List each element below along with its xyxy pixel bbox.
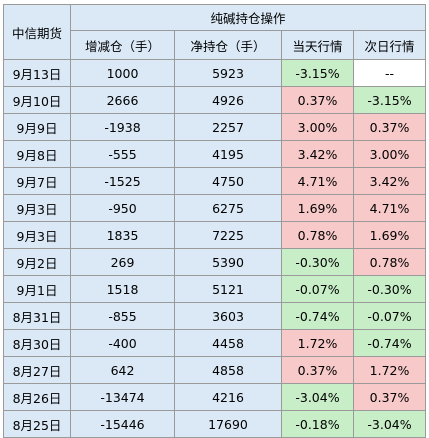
header-next[interactable]: 次日行情 xyxy=(352,30,427,60)
next-cell[interactable]: -0.07% xyxy=(352,302,427,330)
table-row: 8月30日 -400 4458 1.72% -0.74% xyxy=(3,329,427,357)
table-row: 9月3日 -950 6275 1.69% 4.71% xyxy=(3,194,427,222)
change-cell[interactable]: -950 xyxy=(70,194,175,222)
net-cell[interactable]: 5121 xyxy=(174,275,282,303)
today-cell[interactable]: -0.18% xyxy=(281,410,354,438)
net-cell[interactable]: 4458 xyxy=(174,329,282,357)
table-row: 8月26日 -13474 4216 -3.04% 0.37% xyxy=(3,383,427,411)
date-cell[interactable]: 9月3日 xyxy=(3,194,71,222)
today-cell[interactable]: -0.07% xyxy=(281,275,354,303)
next-cell[interactable]: 0.37% xyxy=(352,113,427,141)
header-net[interactable]: 净持仓（手） xyxy=(174,30,282,60)
table-row: 9月8日 -555 4195 3.42% 3.00% xyxy=(3,140,427,168)
table-title[interactable]: 纯碱持仓操作 xyxy=(69,4,427,31)
today-cell[interactable]: 0.37% xyxy=(281,86,354,114)
change-cell[interactable]: -1938 xyxy=(70,113,175,141)
next-cell[interactable]: 0.78% xyxy=(352,248,427,276)
date-cell[interactable]: 9月9日 xyxy=(3,113,71,141)
date-cell[interactable]: 8月25日 xyxy=(3,410,71,438)
table-row: 8月25日 -15446 17690 -0.18% -3.04% xyxy=(3,410,427,438)
change-cell[interactable]: 642 xyxy=(70,356,175,384)
net-cell[interactable]: 4858 xyxy=(174,356,282,384)
table-row: 8月27日 642 4858 0.37% 1.72% xyxy=(3,356,427,384)
net-cell[interactable]: 4750 xyxy=(174,167,282,195)
header-row: 增减仓（手） 净持仓（手） 当天行情 次日行情 xyxy=(4,30,427,60)
today-cell[interactable]: -3.15% xyxy=(281,59,354,87)
today-cell[interactable]: 3.00% xyxy=(281,113,354,141)
header-change[interactable]: 增减仓（手） xyxy=(70,30,175,60)
today-cell[interactable]: 0.37% xyxy=(281,356,354,384)
spreadsheet: 中信期货 纯碱持仓操作 增减仓（手） 净持仓（手） 当天行情 次日行情 9月13… xyxy=(3,4,427,438)
table-row: 8月31日 -855 3603 -0.74% -0.07% xyxy=(3,302,427,330)
change-cell[interactable]: 1000 xyxy=(70,59,175,87)
net-cell[interactable]: 3603 xyxy=(174,302,282,330)
today-cell[interactable]: 1.72% xyxy=(281,329,354,357)
position-table: 中信期货 纯碱持仓操作 增减仓（手） 净持仓（手） 当天行情 次日行情 9月13… xyxy=(3,4,427,438)
next-cell[interactable]: -0.74% xyxy=(352,329,427,357)
change-cell[interactable]: -555 xyxy=(70,140,175,168)
table-row: 9月3日 1835 7225 0.78% 1.69% xyxy=(3,221,427,249)
header-today[interactable]: 当天行情 xyxy=(281,30,354,60)
net-cell[interactable]: 7225 xyxy=(174,221,282,249)
brand-cell[interactable]: 中信期货 xyxy=(3,4,71,60)
change-cell[interactable]: -855 xyxy=(70,302,175,330)
today-cell[interactable]: -3.04% xyxy=(281,383,354,411)
net-cell[interactable]: 2257 xyxy=(174,113,282,141)
date-cell[interactable]: 9月13日 xyxy=(3,59,71,87)
net-cell[interactable]: 4216 xyxy=(174,383,282,411)
date-cell[interactable]: 8月30日 xyxy=(3,329,71,357)
table-row: 9月7日 -1525 4750 4.71% 3.42% xyxy=(3,167,427,195)
today-cell[interactable]: 0.78% xyxy=(281,221,354,249)
today-cell[interactable]: 1.69% xyxy=(281,194,354,222)
table-row: 9月10日 2666 4926 0.37% -3.15% xyxy=(3,86,427,114)
net-cell[interactable]: 6275 xyxy=(174,194,282,222)
table-row: 9月9日 -1938 2257 3.00% 0.37% xyxy=(3,113,427,141)
date-cell[interactable]: 8月27日 xyxy=(3,356,71,384)
change-cell[interactable]: 269 xyxy=(70,248,175,276)
next-cell[interactable]: 4.71% xyxy=(352,194,427,222)
today-cell[interactable]: -0.74% xyxy=(281,302,354,330)
next-cell[interactable]: -0.30% xyxy=(352,275,427,303)
next-cell[interactable]: 3.42% xyxy=(352,167,427,195)
change-cell[interactable]: -1525 xyxy=(70,167,175,195)
change-cell[interactable]: -400 xyxy=(70,329,175,357)
change-cell[interactable]: 2666 xyxy=(70,86,175,114)
date-cell[interactable]: 9月2日 xyxy=(3,248,71,276)
net-cell[interactable]: 4195 xyxy=(174,140,282,168)
date-cell[interactable]: 9月3日 xyxy=(3,221,71,249)
change-cell[interactable]: -15446 xyxy=(70,410,175,438)
change-cell[interactable]: -13474 xyxy=(70,383,175,411)
date-cell[interactable]: 9月8日 xyxy=(3,140,71,168)
date-cell[interactable]: 9月10日 xyxy=(3,86,71,114)
next-cell[interactable]: -3.04% xyxy=(352,410,427,438)
next-cell[interactable]: 3.00% xyxy=(352,140,427,168)
change-cell[interactable]: 1835 xyxy=(70,221,175,249)
date-cell[interactable]: 9月7日 xyxy=(3,167,71,195)
net-cell[interactable]: 5923 xyxy=(174,59,282,87)
net-cell[interactable]: 4926 xyxy=(174,86,282,114)
next-cell[interactable]: -- xyxy=(352,59,427,87)
date-cell[interactable]: 8月26日 xyxy=(3,383,71,411)
next-cell[interactable]: 0.37% xyxy=(352,383,427,411)
table-row: 9月2日 269 5390 -0.30% 0.78% xyxy=(3,248,427,276)
date-cell[interactable]: 8月31日 xyxy=(3,302,71,330)
net-cell[interactable]: 17690 xyxy=(174,410,282,438)
today-cell[interactable]: 4.71% xyxy=(281,167,354,195)
table-row: 9月13日 1000 5923 -3.15% -- xyxy=(3,59,427,87)
next-cell[interactable]: 1.69% xyxy=(352,221,427,249)
title-row: 中信期货 纯碱持仓操作 xyxy=(3,4,427,60)
date-cell[interactable]: 9月1日 xyxy=(3,275,71,303)
table-row: 9月1日 1518 5121 -0.07% -0.30% xyxy=(3,275,427,303)
today-cell[interactable]: -0.30% xyxy=(281,248,354,276)
today-cell[interactable]: 3.42% xyxy=(281,140,354,168)
change-cell[interactable]: 1518 xyxy=(70,275,175,303)
next-cell[interactable]: -3.15% xyxy=(352,86,427,114)
net-cell[interactable]: 5390 xyxy=(174,248,282,276)
next-cell[interactable]: 1.72% xyxy=(352,356,427,384)
